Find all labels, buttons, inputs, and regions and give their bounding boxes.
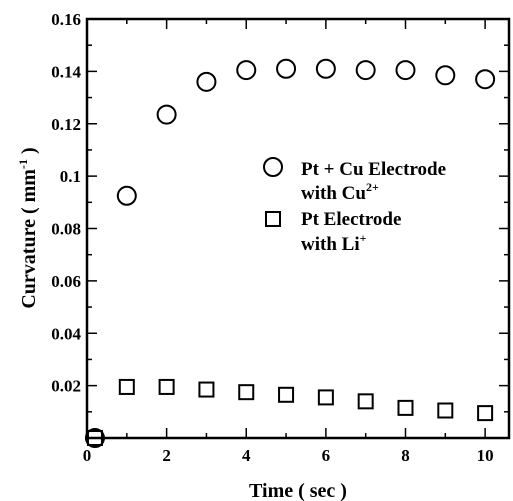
data-point-square bbox=[437, 402, 454, 419]
legend-series-1-line2-main: with Cu bbox=[301, 183, 366, 204]
data-point-square bbox=[158, 378, 175, 395]
legend-series-1-line1: Pt + Cu Electrode bbox=[301, 159, 446, 180]
y-axis-title-end: ) bbox=[18, 147, 40, 159]
y-tick-label: 0.1 bbox=[60, 167, 81, 186]
x-axis-title: Time ( sec ) bbox=[249, 480, 347, 501]
data-point-circle bbox=[435, 65, 456, 86]
data-point-square bbox=[477, 405, 494, 422]
data-point-square bbox=[317, 389, 334, 406]
legend-series-2-line2-sup: + bbox=[360, 231, 367, 245]
legend-series-2-line2-main: with Li bbox=[301, 234, 360, 255]
legend-series-1-line2: with Cu2+ bbox=[301, 180, 379, 204]
y-axis-title-sup: -1 bbox=[16, 159, 30, 169]
x-tick-label: 8 bbox=[401, 446, 410, 465]
x-tick-label: 6 bbox=[322, 446, 331, 465]
data-point-circle bbox=[196, 71, 217, 92]
x-tick-label: 4 bbox=[242, 446, 251, 465]
y-tick-label: 0.02 bbox=[51, 377, 81, 396]
y-tick-label: 0.14 bbox=[51, 62, 81, 81]
data-point-square bbox=[357, 393, 374, 410]
y-axis-title-main: Curvature ( mm bbox=[18, 169, 40, 309]
legend-series-2-line2: with Li+ bbox=[301, 231, 367, 255]
data-point-square bbox=[278, 386, 295, 403]
data-point-circle bbox=[236, 60, 257, 81]
data-point-square bbox=[118, 378, 135, 395]
data-point-square bbox=[397, 399, 414, 416]
data-point-circle bbox=[116, 185, 137, 206]
y-tick-label: 0.06 bbox=[51, 272, 81, 291]
x-tick-label: 10 bbox=[477, 446, 494, 465]
x-tick-label: 0 bbox=[83, 446, 92, 465]
data-point-square bbox=[238, 384, 255, 401]
legend-square-marker bbox=[265, 211, 281, 227]
y-tick-label: 0.12 bbox=[51, 115, 81, 134]
tick-marks bbox=[86, 18, 509, 438]
legend: Pt + Cu Electrode with Cu2+ Pt Electrode… bbox=[263, 157, 446, 255]
legend-series-2-line1: Pt Electrode bbox=[301, 209, 401, 230]
data-point-square bbox=[198, 381, 215, 398]
legend-circle-marker bbox=[263, 157, 283, 177]
y-tick-label: 0.04 bbox=[51, 324, 81, 343]
y-tick-label: 0.08 bbox=[51, 220, 81, 239]
y-axis-title: Curvature ( mm-1 ) bbox=[16, 147, 40, 308]
tick-labels: 0 2 4 6 8 10 0.02 0.04 0.06 0.08 0.1 0.12 0.14 0.16 bbox=[51, 10, 493, 465]
data-point-circle bbox=[475, 69, 496, 90]
data-point-circle bbox=[156, 104, 177, 125]
y-tick-label: 0.16 bbox=[51, 10, 81, 29]
data-point-circle bbox=[276, 58, 297, 79]
data-point-circle bbox=[355, 60, 376, 81]
data-point-circle bbox=[315, 58, 336, 79]
plot-frame bbox=[85, 17, 511, 440]
data-point-circle bbox=[395, 60, 416, 81]
legend-series-1-line2-sup: 2+ bbox=[366, 180, 379, 194]
x-tick-label: 2 bbox=[162, 446, 171, 465]
data-points bbox=[84, 58, 496, 448]
